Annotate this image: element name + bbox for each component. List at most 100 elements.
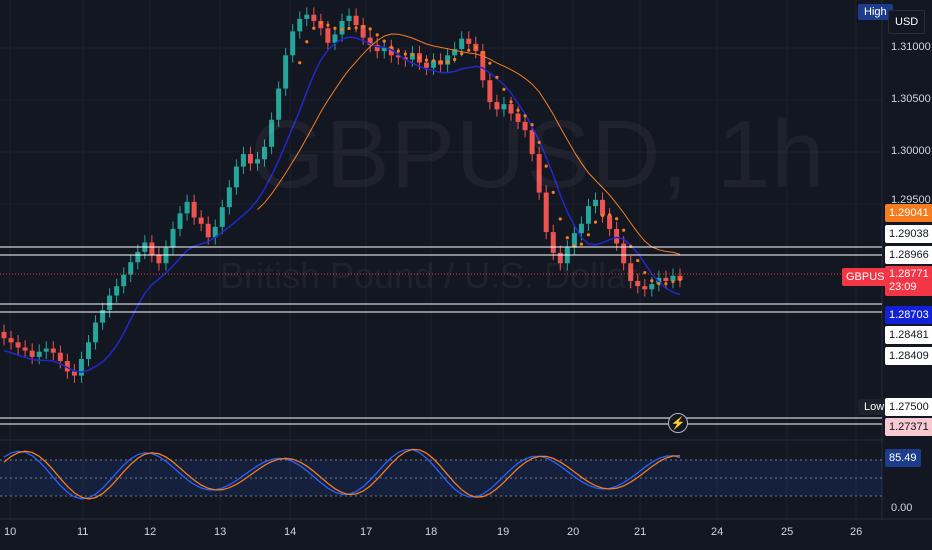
candle-body (459, 38, 465, 50)
psar-dot (340, 27, 344, 32)
candle-body (635, 280, 641, 287)
candle-body (445, 55, 451, 65)
time-label: 12 (144, 526, 157, 538)
low-tag: Low (858, 399, 891, 415)
candle-body (557, 252, 563, 264)
candle-body (219, 207, 225, 227)
psar-dot (600, 214, 605, 218)
candle-body (466, 38, 472, 44)
psar-dot (615, 217, 619, 221)
time-label: 14 (284, 526, 297, 538)
psar-dot (636, 258, 640, 263)
candle-body (353, 15, 359, 26)
watermark-symbol: GBPUSD, 1h (250, 101, 826, 208)
psar-dot (488, 61, 492, 65)
psar-dot (586, 233, 591, 237)
candle-body (550, 232, 556, 253)
level-line-label-3: 1.28481 (885, 326, 932, 344)
candle-body (290, 31, 296, 56)
current-price-value: 1.28771 (889, 268, 929, 280)
psar-dot (396, 49, 400, 53)
psar-dot (417, 55, 422, 60)
psar-dot (474, 45, 478, 50)
level-line-label-1: 1.29038 (885, 225, 932, 243)
psar-dot (643, 271, 647, 275)
time-label: 25 (781, 526, 794, 538)
candle-body (621, 243, 627, 264)
candle-body (100, 310, 106, 323)
candle-body (57, 352, 63, 362)
orange-ma-line (257, 33, 681, 255)
low-pink-label: 1.27371 (885, 418, 932, 436)
candle-body (515, 113, 521, 122)
psar-dot (305, 40, 309, 44)
candle-body (135, 251, 141, 263)
candle-body (325, 28, 331, 43)
lightning-icon[interactable]: ⚡ (668, 413, 688, 433)
stoch-d-line (3, 448, 681, 500)
candle-body (663, 277, 669, 281)
candle-body (198, 217, 204, 224)
orange-ma-price-label: 1.29041 (885, 204, 932, 222)
candle-body (8, 338, 14, 343)
candle-body (346, 15, 352, 21)
stoch-k-line (3, 448, 681, 500)
candle-body (226, 187, 232, 208)
candle-body (107, 295, 113, 311)
high-tag: High (858, 4, 893, 20)
candle-body (452, 49, 458, 56)
psar-dot (467, 48, 471, 52)
candle-body (571, 233, 577, 248)
psar-dot (431, 59, 436, 63)
blue-ma-line (3, 36, 681, 373)
psar-dot (410, 52, 415, 57)
candle-body (71, 371, 77, 376)
psar-dot (453, 57, 457, 62)
candle-body (508, 104, 514, 114)
candle-body (43, 348, 49, 352)
psar-dot (664, 282, 668, 286)
candle-body (311, 14, 317, 21)
candle-body (22, 347, 28, 351)
candle-body (177, 213, 183, 229)
psar-dot (530, 123, 534, 127)
oscillator-value-label: 85.49 (885, 449, 921, 467)
time-label: 18 (425, 526, 438, 538)
blue-ma-price-label: 1.28703 (885, 306, 932, 324)
candle-body (670, 275, 676, 281)
candle-body (205, 223, 211, 238)
level-line-label-2: 1.28966 (885, 246, 932, 264)
candle-body (233, 166, 239, 188)
candle-body (1, 331, 7, 339)
currency-button[interactable]: USD (888, 10, 926, 34)
time-label: 17 (360, 526, 373, 538)
candle-body (149, 242, 155, 255)
candle-body (332, 34, 338, 43)
candle-body (494, 102, 500, 110)
candle-body (255, 159, 260, 164)
psar-dot (551, 190, 555, 194)
psar-dot (446, 60, 450, 64)
candle-body (114, 286, 120, 296)
psar-dot (382, 39, 386, 43)
candle-body (529, 130, 535, 155)
time-label: 13 (214, 526, 227, 538)
candle-body (543, 192, 549, 233)
psar-dot (579, 242, 584, 246)
candle-body (276, 88, 282, 120)
candle-body (642, 286, 648, 290)
candle-body (360, 25, 366, 38)
psar-dot (650, 279, 654, 283)
current-price-label: 1.28771 23:09 (885, 266, 932, 296)
psar-dot (537, 140, 541, 145)
price-tick-4: 1.29500 (891, 194, 931, 206)
candle-body (600, 199, 606, 216)
psar-dot (629, 244, 633, 249)
candle-body (15, 342, 21, 348)
candle-body (283, 55, 289, 89)
psar-dot (375, 33, 379, 37)
psar-dot (565, 236, 569, 240)
oscillator-zero-tick: 0.00 (891, 502, 913, 514)
psar-dot (347, 26, 351, 31)
